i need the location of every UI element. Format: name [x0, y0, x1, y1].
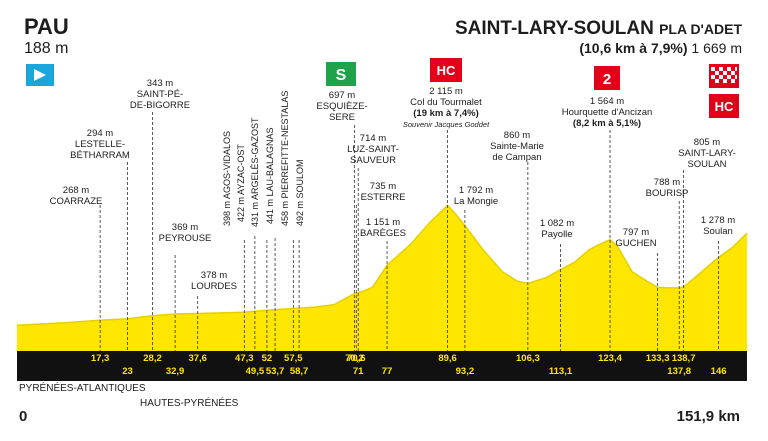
- waypoint-soulan: 1 278 m Soulan: [700, 215, 736, 237]
- km-band: [17, 351, 747, 381]
- km-label: 37,6: [188, 353, 207, 364]
- svg-text:2: 2: [603, 71, 611, 88]
- km-label: 123,4: [598, 353, 622, 364]
- waypoint-ayzac-ost: 422 m AYZAC-OST: [236, 144, 246, 222]
- finish-title: SAINT-LARY-SOULAN PLA D'ADET: [455, 18, 742, 40]
- start-name: PAU: [24, 14, 69, 39]
- waypoint-bareges: 1 151 m BARÈGES: [360, 217, 406, 239]
- waypoint-guchen: 797 m GUCHEN: [615, 227, 657, 249]
- km-label: 77: [381, 366, 393, 377]
- km-label: 71: [352, 366, 364, 377]
- svg-text:HC: HC: [437, 63, 456, 78]
- waypoint-bourisp: 788 m BOURISP: [645, 177, 689, 199]
- km-label: 28,2: [143, 353, 162, 364]
- km-label: 70,2: [345, 353, 364, 364]
- finish-flag-icon: [709, 64, 739, 88]
- start-altitude: 188 m: [24, 40, 69, 57]
- km-label: 113,1: [548, 366, 573, 377]
- waypoint-peyrouse: 369 m PEYROUSE: [158, 222, 212, 244]
- waypoint-soulom: 492 m SOULOM: [295, 159, 305, 226]
- km-label: 70,6: [347, 353, 366, 364]
- km-label: 106,3: [516, 353, 540, 364]
- waypoint-lourdes: 378 m LOURDES: [191, 270, 237, 292]
- hc-badge-tourmalet-icon: HC: [430, 58, 462, 82]
- waypoint-saint-lary: 805 m SAINT-LARY- SOULAN: [678, 137, 736, 170]
- km-label: 58,7: [289, 366, 309, 377]
- waypoint-argeles-gazost: 431 m ARGELÈS-GAZOST: [250, 117, 260, 227]
- waypoint-lestelle: 294 m LESTELLE- BÉTHARRAM: [70, 128, 130, 161]
- distance-start: 0: [19, 408, 28, 425]
- km-label: 52: [261, 353, 273, 364]
- cat2-badge-icon: 2: [594, 66, 620, 90]
- waypoint-pierrefitte: 458 m PIERREFITTE-NESTALAS: [280, 90, 290, 226]
- km-label: 89,6: [438, 353, 457, 364]
- finish-altitude: 1 669 m: [691, 40, 742, 56]
- km-label: 146: [710, 366, 727, 377]
- finish-name: SAINT-LARY-SOULAN: [455, 18, 654, 39]
- waypoint-hourquette: 1 564 m Hourquette d'Ancizan (8,2 km à 5,1…: [561, 96, 653, 129]
- km-label: 17,3: [90, 353, 110, 364]
- sprint-badge-icon: S: [326, 62, 356, 86]
- waypoint-tourmalet: 2 115 m Col du Tourmalet (19 km à 7,4%) …: [402, 86, 490, 129]
- profile-area: [17, 205, 747, 351]
- hc-badge-finish-icon: HC: [709, 94, 739, 118]
- finish-climb: (10,6 km à 7,9%): [579, 40, 688, 56]
- waypoint-esquieze: 697 m ESQUIÈZE- SERE: [316, 90, 368, 123]
- profile-line: [16, 204, 748, 327]
- waypoint-sainte-marie: 860 m Sainte-Marie de Campan: [490, 130, 544, 163]
- km-label: 53,7: [265, 366, 285, 377]
- km-label: 49,5: [245, 366, 265, 377]
- distance-total: 151,9 km: [676, 408, 740, 425]
- km-label: 137,8: [667, 366, 692, 377]
- svg-text:S: S: [336, 67, 347, 84]
- waypoint-luz: 714 m LUZ-SAINT- SAUVEUR: [347, 133, 399, 166]
- waypoint-esterre: 735 m ESTERRE: [360, 181, 406, 203]
- km-label: 32,9: [165, 366, 185, 377]
- finish-info: (10,6 km à 7,9%) 1 669 m: [579, 40, 742, 56]
- department-pyrenees-atlantiques: PYRÉNÉES-ATLANTIQUES: [19, 383, 146, 394]
- km-label: 93,2: [455, 366, 475, 377]
- waypoint-lau-balagnas: 441 m LAU-BALAGNAS: [265, 127, 275, 224]
- waypoint-agos-vidalos: 398 m AGOS-VIDALOS: [222, 130, 232, 226]
- finish-name-suffix: PLA D'ADET: [659, 21, 742, 37]
- start-flag-icon: [26, 64, 54, 86]
- km-label: 133,3: [645, 353, 670, 364]
- waypoint-saint-pe: 343 m SAINT-PÉ- DE-BIGORRE: [129, 78, 191, 111]
- km-label: 57,5: [284, 353, 303, 364]
- department-hautes-pyrenees: HAUTES-PYRÉNÉES: [140, 398, 239, 409]
- km-label: 138,7: [671, 353, 696, 364]
- waypoint-coarraze: 268 m COARRAZE: [49, 185, 103, 207]
- svg-text:HC: HC: [715, 99, 734, 114]
- waypoint-payolle: 1 082 m Payolle: [539, 218, 575, 240]
- waypoint-la-mongie: 1 792 m La Mongie: [453, 185, 499, 207]
- km-label: 47,3: [235, 353, 254, 364]
- km-label: 23: [122, 366, 133, 377]
